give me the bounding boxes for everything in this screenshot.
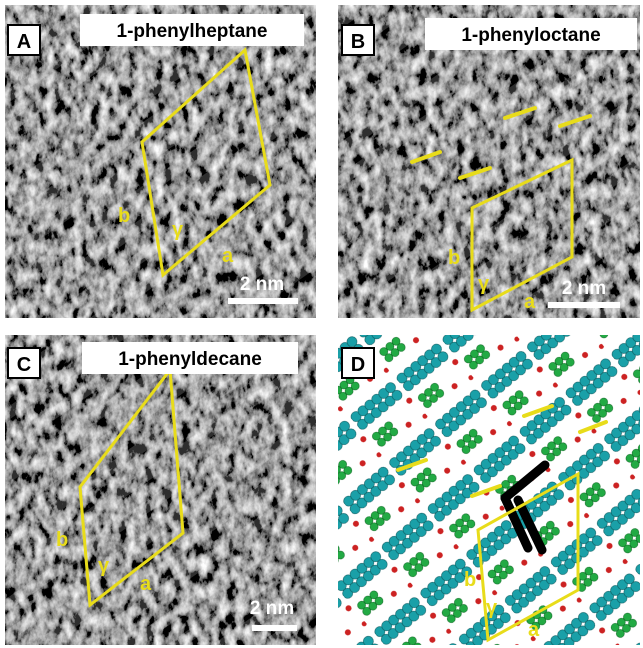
stripe-overlay <box>338 5 640 318</box>
scale-bar <box>228 298 298 304</box>
panel-a: A 1-phenylheptane b γ a 2 nm <box>5 5 316 318</box>
panel-b: B 1-phenyloctane b γ a 2 nm <box>338 5 640 318</box>
angle-gamma: γ <box>98 555 110 577</box>
panel-label: D <box>351 354 365 376</box>
scale-label: 2 nm <box>562 278 606 299</box>
axis-b: b <box>56 529 68 551</box>
panel-label: C <box>17 354 31 376</box>
panel-label: A <box>17 31 31 53</box>
figure: A 1-phenylheptane b γ a 2 nm B 1-phenylo… <box>0 0 643 648</box>
stripe-overlay <box>5 5 316 318</box>
axis-a: a <box>140 573 152 595</box>
axis-a: a <box>528 619 540 641</box>
panel-title: 1-phenyldecane <box>118 349 262 370</box>
axis-a: a <box>524 291 536 313</box>
axis-b: b <box>464 569 476 591</box>
axis-b: b <box>448 247 460 269</box>
scale-label: 2 nm <box>240 274 284 295</box>
axis-b: b <box>118 205 130 227</box>
angle-gamma: γ <box>172 219 184 241</box>
panel-c: C 1-phenyldecane b γ a 2 nm <box>5 335 316 645</box>
panel-d: D b γ a <box>338 335 640 645</box>
panel-title: 1-phenylheptane <box>117 21 268 42</box>
scale-bar <box>548 302 620 308</box>
panel-title: 1-phenyloctane <box>461 25 600 46</box>
angle-gamma: γ <box>486 597 498 619</box>
scale-bar <box>252 625 297 631</box>
axis-a: a <box>222 245 234 267</box>
angle-gamma: γ <box>478 273 490 295</box>
scale-label: 2 nm <box>250 598 294 619</box>
panel-label: B <box>351 31 365 53</box>
